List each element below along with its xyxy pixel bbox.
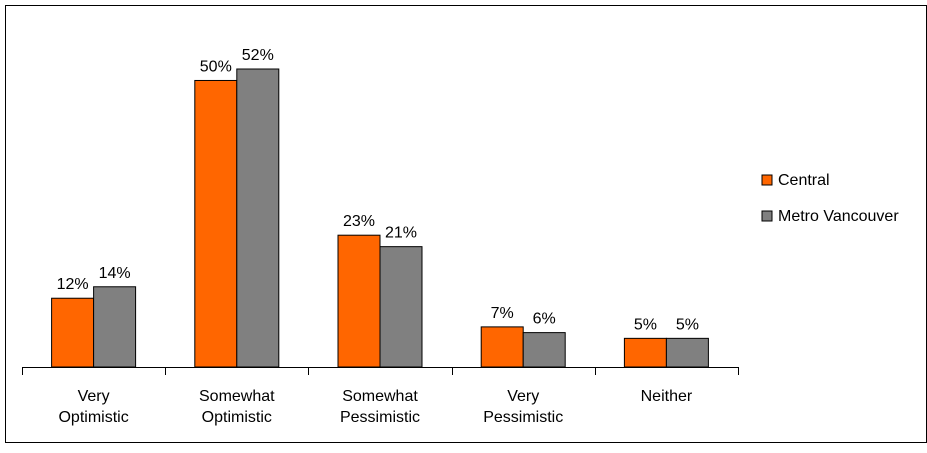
data-label-metro-vancouver-4: 5% [676, 316, 699, 333]
data-label-central-1: 50% [200, 58, 232, 75]
plot-area: 12% 14% 50% 52% 23% 21% 7% 6% 5% 5% Very Optimistic… [22, 47, 739, 426]
legend: Central Metro Vancouver [761, 172, 899, 225]
data-label-central-4: 5% [634, 316, 657, 333]
chart-border [5, 5, 927, 443]
data-label-metro-vancouver-3: 6% [533, 311, 556, 328]
data-label-central-3: 7% [491, 305, 514, 322]
x-tick-label-1: Somewhat Optimistic [199, 388, 275, 426]
data-label-central-0: 12% [57, 276, 89, 293]
legend-swatch-central [761, 174, 773, 186]
bar-metro-vancouver-0 [93, 286, 137, 368]
bar-metro-vancouver-2 [379, 246, 423, 368]
data-label-metro-vancouver-2: 21% [385, 225, 417, 242]
x-tick-label-3: Very Pessimistic [483, 388, 563, 426]
legend-swatch-metro-vancouver [761, 210, 773, 222]
data-label-central-2: 23% [343, 213, 375, 230]
x-tick-label-0: Very Optimistic [58, 388, 128, 426]
data-label-metro-vancouver-1: 52% [242, 47, 274, 64]
bar-central-4 [623, 337, 667, 368]
x-tick-label-4: Neither [641, 388, 693, 405]
data-label-metro-vancouver-0: 14% [99, 265, 131, 282]
legend-label-central: Central [778, 172, 830, 189]
bar-central-0 [51, 297, 95, 368]
bar-central-3 [480, 326, 524, 368]
bar-central-2 [337, 234, 381, 368]
legend-label-metro-vancouver: Metro Vancouver [778, 208, 899, 225]
bar-central-1 [194, 79, 238, 368]
bar-metro-vancouver-1 [236, 68, 280, 368]
bar-metro-vancouver-3 [522, 332, 566, 368]
bar-metro-vancouver-4 [665, 337, 709, 368]
x-tick-label-2: Somewhat Pessimistic [340, 388, 420, 426]
